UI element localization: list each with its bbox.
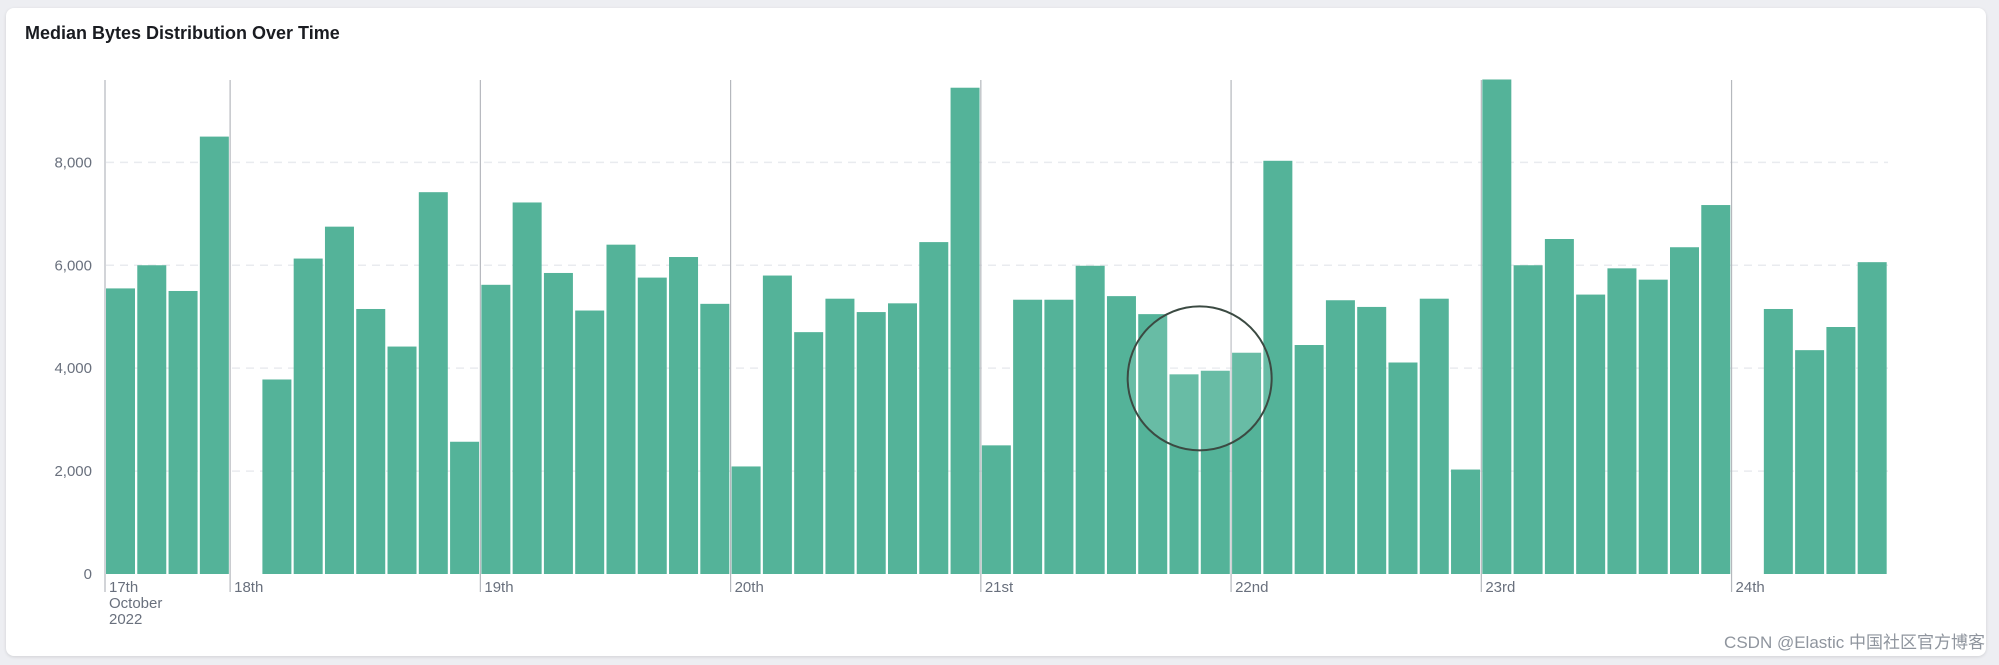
bar[interactable] — [1826, 327, 1856, 574]
bar[interactable] — [387, 346, 417, 574]
bar[interactable] — [1607, 268, 1637, 574]
bar[interactable] — [1795, 350, 1825, 574]
bar[interactable] — [1576, 294, 1606, 574]
bar[interactable] — [324, 226, 354, 574]
bar[interactable] — [481, 284, 511, 574]
bar[interactable] — [762, 275, 792, 574]
bar[interactable] — [1419, 298, 1449, 574]
bar[interactable] — [888, 303, 917, 574]
bar[interactable] — [981, 445, 1011, 574]
bar[interactable] — [1169, 374, 1199, 574]
bar[interactable] — [1451, 469, 1481, 574]
bar[interactable] — [168, 290, 198, 574]
bar[interactable] — [1388, 362, 1418, 574]
x-tick-label: 20th — [735, 579, 764, 596]
bar[interactable] — [1670, 247, 1699, 575]
y-tick-label: 8,000 — [54, 154, 92, 171]
bar[interactable] — [825, 298, 855, 574]
bar[interactable] — [1013, 299, 1043, 574]
bar[interactable] — [1857, 262, 1887, 574]
bar[interactable] — [794, 332, 824, 574]
bar[interactable] — [1544, 239, 1574, 574]
x-tick-sublabel: October — [109, 595, 162, 612]
bar[interactable] — [606, 244, 636, 574]
bar[interactable] — [1106, 296, 1136, 574]
bar[interactable] — [543, 272, 573, 574]
bar[interactable] — [1232, 352, 1262, 574]
bar[interactable] — [1357, 306, 1387, 574]
y-tick-label: 6,000 — [54, 257, 92, 274]
bar[interactable] — [575, 310, 605, 574]
bar[interactable] — [950, 87, 980, 574]
x-tick-sublabel: 2022 — [109, 611, 142, 628]
bar[interactable] — [418, 192, 448, 574]
x-tick-label: 19th — [484, 579, 513, 596]
x-tick-label: 17th — [109, 579, 138, 596]
bar[interactable] — [199, 136, 229, 574]
bar[interactable] — [856, 312, 886, 574]
bar[interactable] — [1263, 160, 1293, 574]
watermark: CSDN @Elastic 中国社区官方博客 — [1724, 633, 1985, 652]
bar[interactable] — [1513, 265, 1543, 574]
bar[interactable] — [1482, 79, 1512, 575]
x-tick-label: 24th — [1736, 579, 1765, 596]
highlight-circle — [1126, 305, 1273, 452]
y-tick-label: 0 — [84, 566, 92, 583]
y-tick-label: 2,000 — [54, 463, 92, 480]
bar[interactable] — [1294, 345, 1324, 574]
bar[interactable] — [293, 258, 323, 574]
bar[interactable] — [1075, 265, 1105, 574]
x-tick-label: 21st — [985, 579, 1014, 596]
bar[interactable] — [262, 379, 292, 574]
bar[interactable] — [356, 308, 386, 574]
panel-title: Median Bytes Distribution Over Time — [25, 23, 340, 43]
bar[interactable] — [637, 277, 667, 574]
bar[interactable] — [700, 303, 730, 574]
x-tick-label: 18th — [234, 579, 263, 596]
bar[interactable] — [1200, 370, 1230, 574]
y-tick-label: 4,000 — [54, 360, 92, 377]
bar[interactable] — [919, 242, 949, 574]
bar[interactable] — [512, 202, 542, 575]
bar[interactable] — [137, 265, 167, 574]
x-tick-label: 23rd — [1485, 579, 1515, 596]
bar[interactable] — [450, 441, 480, 574]
bar[interactable] — [1763, 308, 1793, 574]
bar[interactable] — [669, 257, 699, 574]
bar[interactable] — [1638, 279, 1668, 574]
bar[interactable] — [1044, 299, 1074, 574]
bar[interactable] — [1325, 300, 1355, 574]
x-tick-label: 22nd — [1235, 579, 1268, 596]
bar[interactable] — [1138, 314, 1168, 574]
bar[interactable] — [731, 466, 761, 574]
bar[interactable] — [1701, 205, 1731, 574]
bar[interactable] — [106, 288, 135, 574]
